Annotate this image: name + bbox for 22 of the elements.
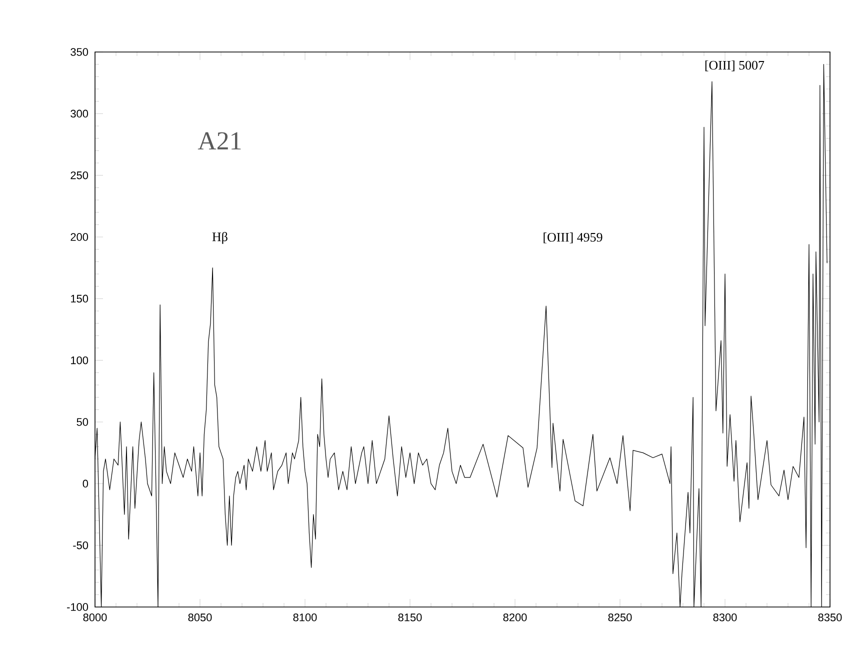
y-tick-label: 0 xyxy=(82,480,88,488)
y-tick-label: 100 xyxy=(71,356,88,364)
x-tick-label: 8200 xyxy=(503,614,527,622)
x-tick-label: 8300 xyxy=(713,614,737,622)
x-tick-label: 8250 xyxy=(608,614,632,622)
y-tick-label: 200 xyxy=(70,233,88,241)
y-tick-label: 150 xyxy=(71,294,88,303)
annotation: Hβ xyxy=(212,232,228,244)
x-tick-label: 8350 xyxy=(818,614,842,622)
y-tick-label: -50 xyxy=(73,541,88,550)
y-tick-label: 350 xyxy=(70,48,88,56)
y-tick-label: 250 xyxy=(70,171,88,180)
annotation: A21 xyxy=(198,132,241,150)
annotation: [OIII] 4959 xyxy=(544,232,602,244)
y-tick-label: -100 xyxy=(67,603,88,611)
x-tick-label: 8000 xyxy=(83,614,107,622)
x-tick-label: 8100 xyxy=(293,614,317,622)
y-tick-label: 50 xyxy=(76,418,88,426)
x-tick-label: 8150 xyxy=(398,614,422,622)
annotation: [OIII] 5007 xyxy=(705,60,764,72)
x-tick-label: 8050 xyxy=(188,614,212,622)
y-tick-label: 300 xyxy=(70,110,88,118)
